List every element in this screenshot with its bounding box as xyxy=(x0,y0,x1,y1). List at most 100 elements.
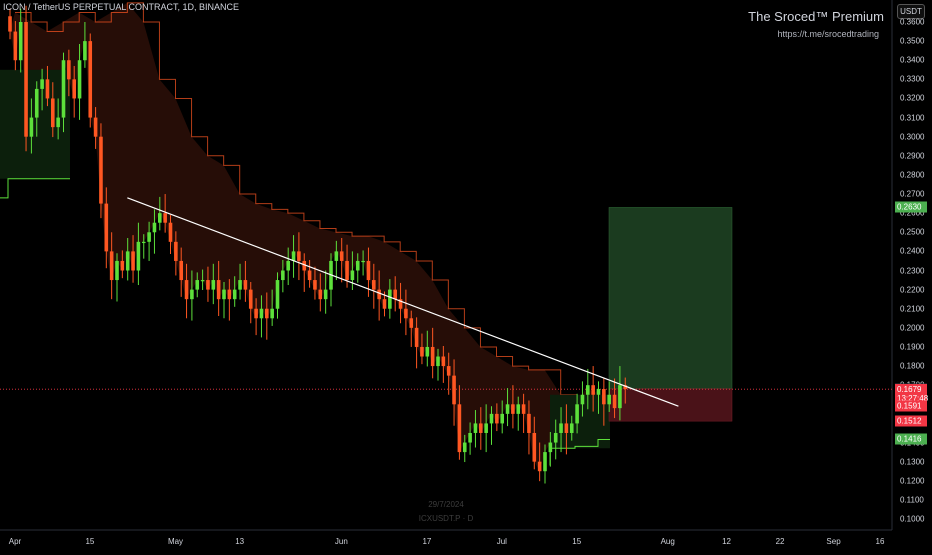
candle-body xyxy=(147,232,151,242)
brand-name: The Sroced™ Premium xyxy=(748,9,884,24)
candle-body xyxy=(243,280,248,290)
x-tick-label: 15 xyxy=(85,537,95,546)
candle-body xyxy=(88,41,93,118)
candle-body xyxy=(430,346,435,367)
candle-body xyxy=(318,289,323,300)
candle-body xyxy=(8,16,12,32)
x-tick-label: 15 xyxy=(572,537,582,546)
candle-body xyxy=(136,241,141,271)
candle-body xyxy=(115,260,119,281)
candle-body xyxy=(34,88,39,118)
stop-zone xyxy=(608,388,733,422)
chart-title: ICON / TetherUS PERPETUAL CONTRACT, 1D, … xyxy=(3,2,240,12)
candle-body xyxy=(141,241,146,244)
candle-body xyxy=(457,404,462,453)
candle-body xyxy=(377,289,381,300)
candle-body xyxy=(93,117,98,137)
candle-body xyxy=(441,356,446,367)
price-tag: 0.1512 xyxy=(895,415,927,427)
candle-body xyxy=(206,280,210,290)
brand-link[interactable]: https://t.me/srocedtrading xyxy=(777,29,879,39)
y-tick-label: 0.1300 xyxy=(900,457,925,467)
candle-body xyxy=(297,251,301,261)
y-tick-label: 0.3400 xyxy=(900,55,925,65)
candle-body xyxy=(361,260,365,263)
candle-body xyxy=(462,442,467,453)
candle-body xyxy=(72,79,76,99)
price-tag: 0.1591 xyxy=(895,400,927,412)
x-tick-label: 13 xyxy=(235,537,245,546)
x-tick-label: 16 xyxy=(875,537,885,546)
x-tick-label: Jul xyxy=(496,537,507,546)
candle-body xyxy=(543,452,547,472)
candle-body xyxy=(409,318,414,328)
candle-body xyxy=(489,413,494,424)
candle-body xyxy=(350,270,355,281)
candle-body xyxy=(158,213,162,223)
candle-body xyxy=(174,241,178,261)
candle-body xyxy=(495,413,499,424)
candle-body xyxy=(446,366,451,376)
candle-body xyxy=(56,117,60,128)
x-tick-label: 17 xyxy=(422,537,432,546)
y-tick-label: 0.2800 xyxy=(900,170,925,180)
candle-body xyxy=(238,280,242,290)
candle-body xyxy=(586,385,590,395)
candle-body xyxy=(591,385,595,395)
y-tick-label: 0.2900 xyxy=(900,151,925,161)
candle-body xyxy=(18,22,23,61)
candle-body xyxy=(500,413,504,424)
currency-button[interactable]: USDT xyxy=(897,4,925,19)
candle-body xyxy=(580,394,585,405)
x-tick-label: Apr xyxy=(8,537,22,546)
y-tick-label: 0.1100 xyxy=(900,495,924,505)
candle-body xyxy=(452,375,456,405)
candle-body xyxy=(479,423,483,433)
candle-body xyxy=(168,222,173,242)
candle-body xyxy=(61,60,66,118)
y-tick-label: 0.2200 xyxy=(900,285,925,295)
candle-body xyxy=(505,404,510,414)
candle-body xyxy=(120,260,125,271)
y-tick-label: 0.1900 xyxy=(900,342,925,352)
candle-body xyxy=(420,346,424,357)
price-tag: 0.1679 13:27:48 xyxy=(895,384,928,405)
candle-body xyxy=(334,251,339,261)
candle-body xyxy=(232,289,237,300)
candle-body xyxy=(339,251,344,261)
candle-body xyxy=(24,22,28,137)
candle-body xyxy=(623,385,628,390)
candle-body xyxy=(302,260,307,271)
candle-body xyxy=(382,299,387,309)
x-tick-label: Sep xyxy=(826,537,841,546)
candle-body xyxy=(414,327,419,347)
candle-body xyxy=(553,432,558,443)
candle-body xyxy=(484,423,488,433)
candle-body xyxy=(99,136,103,204)
candle-body xyxy=(388,289,392,309)
y-tick-label: 0.3600 xyxy=(900,17,925,27)
price-tag: 0.2630 xyxy=(895,201,927,213)
candle-body xyxy=(13,31,18,61)
candle-body xyxy=(537,461,542,472)
candle-body xyxy=(516,404,521,414)
x-tick-label: Jun xyxy=(334,537,348,546)
candle-body xyxy=(216,280,221,300)
support-line-start xyxy=(0,178,70,199)
candle-body xyxy=(372,280,376,290)
candle-body xyxy=(569,423,574,433)
candle-body xyxy=(612,394,617,409)
candle-body xyxy=(473,423,478,433)
candle-body xyxy=(51,98,55,128)
candle-body xyxy=(532,432,537,462)
candle-body xyxy=(313,280,317,290)
y-tick-label: 0.2700 xyxy=(900,189,925,199)
candle-body xyxy=(281,270,285,281)
y-tick-label: 0.3300 xyxy=(900,74,925,84)
candle-body xyxy=(200,280,205,282)
candle-body xyxy=(104,203,109,252)
candle-body xyxy=(179,260,183,281)
candle-body xyxy=(190,289,194,300)
